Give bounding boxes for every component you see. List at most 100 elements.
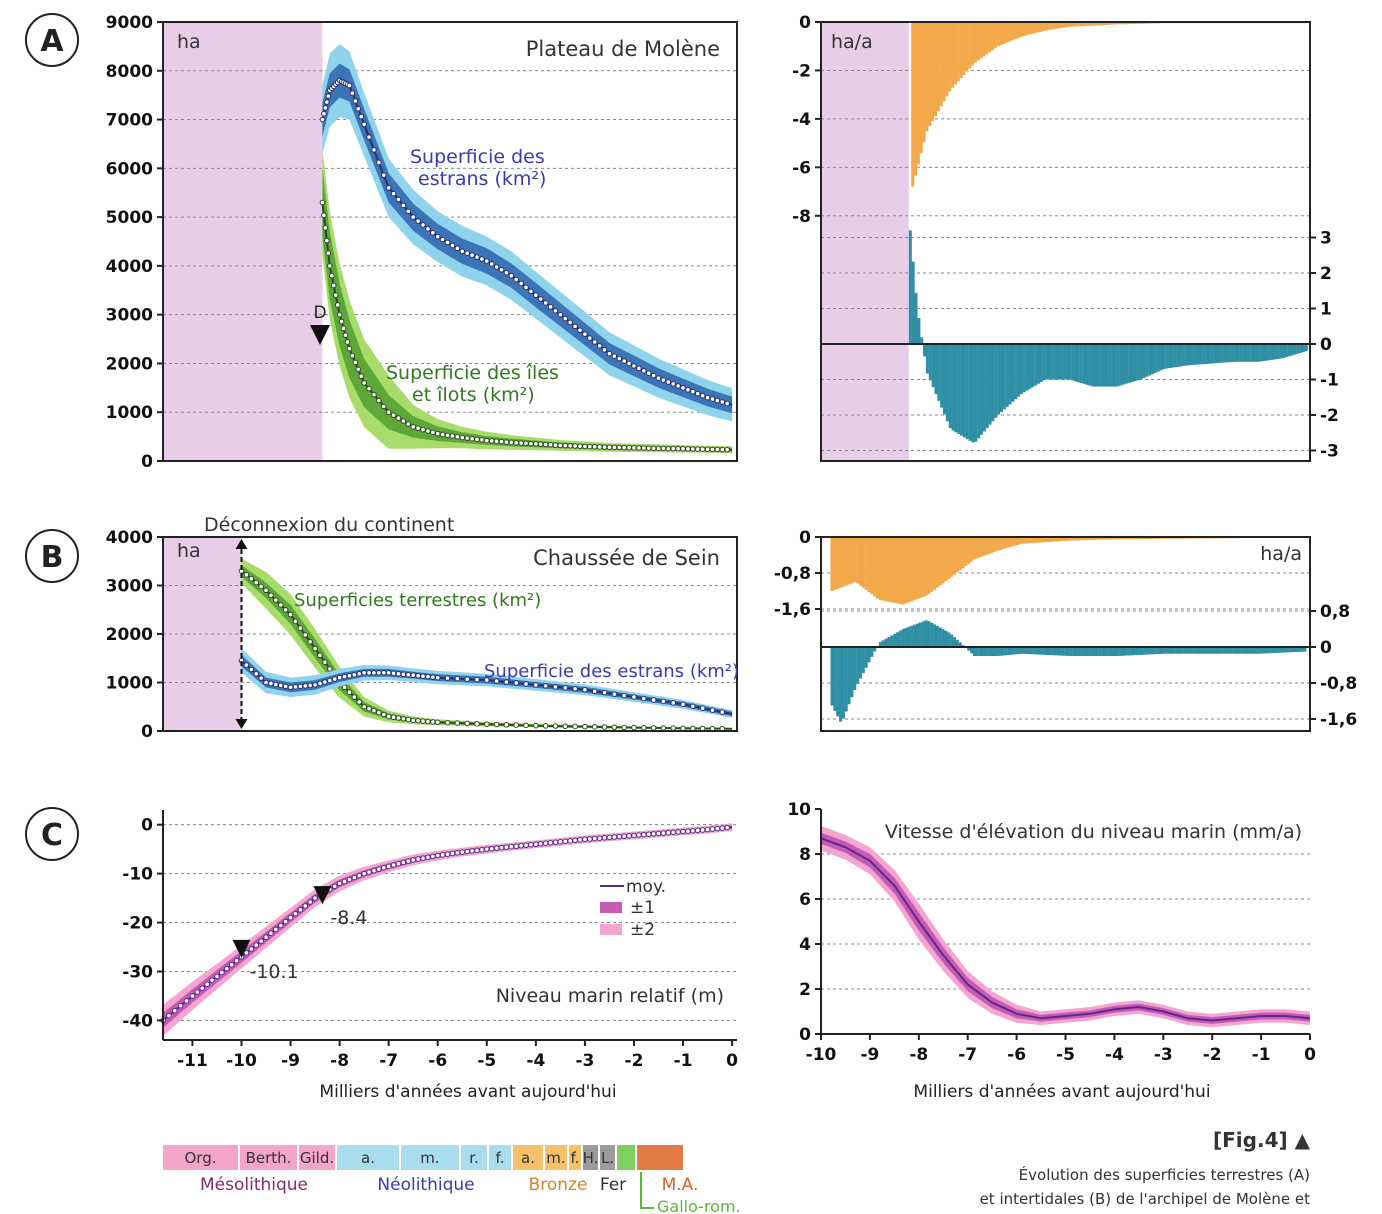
C-sea-point [425, 854, 431, 861]
A-right-teal-bar [1153, 344, 1157, 373]
B-estran-point [493, 678, 500, 684]
C-right-ytick-label: 6 [799, 890, 811, 910]
A-island-band-2sd [322, 148, 733, 454]
A-right-teal-bar [1301, 344, 1305, 353]
A-estran-point [371, 146, 377, 153]
A-right-teal-bar [1076, 344, 1080, 383]
A-island-point [690, 446, 696, 452]
A-right-teal-bar [1008, 344, 1012, 405]
A-right-teal-bar [1102, 344, 1106, 387]
B-estran-point [336, 674, 343, 681]
timeline-period-label: Fer [600, 1175, 626, 1195]
B-estran-point [356, 670, 363, 677]
A-estran-point [577, 327, 583, 334]
A-right-teal-bar [1142, 344, 1146, 379]
B-terrestre-point [390, 714, 397, 721]
B-estran-point [660, 698, 667, 705]
B-right-orange-bar [873, 537, 877, 597]
B-right-teal-bar [987, 647, 991, 656]
A-marker-label: D [313, 303, 326, 323]
A-island-point [319, 199, 326, 206]
B-right-teal-bar [947, 632, 951, 647]
B-estran-point [277, 682, 284, 689]
figure-number: [Fig.4] ▲ [1213, 1128, 1310, 1152]
A-right-orange-bar [1059, 22, 1063, 29]
A-estran-point [611, 353, 618, 359]
B-right-orange-bar [901, 537, 905, 605]
A-right-orange-bar [1124, 22, 1128, 25]
A-island-point [582, 443, 588, 450]
A-estran-point [479, 256, 485, 262]
B-terrestre-point [474, 721, 480, 727]
A-right-orange-bar [1067, 22, 1071, 27]
B-right-orange-bar [927, 537, 931, 595]
A-island-point [474, 436, 480, 443]
B-right-orange-bar [1086, 537, 1090, 541]
C-sea-point [567, 838, 573, 844]
B-right-orange-bar [1126, 537, 1130, 540]
A-island-point [645, 445, 652, 451]
B-right-orange-bar [1075, 537, 1079, 541]
B-right-orange-bar [910, 537, 914, 602]
B-right-teal-bar [1229, 647, 1233, 654]
B-estran-point [552, 684, 559, 690]
A-estran-point [596, 343, 603, 349]
C-sea-point [483, 846, 490, 852]
B-right-orange-bar [1046, 537, 1050, 542]
A-island-point [523, 440, 529, 447]
B-right-teal-bar [1135, 647, 1139, 656]
A-right-orange-bar [1010, 22, 1014, 41]
C-sea-point [263, 934, 269, 941]
A-right-orange-bar [1121, 22, 1125, 25]
A-estran-point [572, 323, 578, 330]
B-right-teal-bar [975, 647, 979, 656]
B-right-orange-bar [913, 537, 917, 601]
A-island-point [709, 446, 716, 453]
B-right-teal-bar [1274, 647, 1278, 653]
B-right-teal-bar [858, 647, 862, 679]
C-sea-point [724, 824, 730, 831]
B-right-teal-bar [1217, 647, 1221, 654]
panel-letter-circle [25, 529, 79, 583]
C-right-ytick-label: 0 [799, 1025, 811, 1045]
B-right-teal-bar [1220, 647, 1224, 654]
A-right-teal-bar [954, 344, 958, 433]
B-right-teal-bar [1266, 647, 1270, 654]
B-right-orange-bar [918, 537, 922, 599]
C-sea-point [385, 863, 392, 870]
B-right-orange-bar [1069, 537, 1073, 541]
A-right-teal-bar [1065, 344, 1069, 380]
A-right-teal-bar [1108, 344, 1112, 387]
C-right-xtick-label: 0 [1304, 1045, 1316, 1065]
B-right-orange-bar [1009, 537, 1013, 547]
B-right-teal-bar [893, 633, 897, 647]
B-right-teal-bar [1155, 647, 1159, 655]
B-estran-point [680, 701, 686, 708]
A-right-teal-bar [1133, 344, 1137, 382]
B-right-teal-bar [1081, 647, 1085, 656]
A-estran-point [405, 208, 412, 215]
timeline-cell-label: f. [571, 1149, 580, 1167]
B-right-teal-bar [901, 629, 905, 647]
A-island-point [626, 444, 632, 451]
B-right-teal-bar [1032, 647, 1036, 655]
C-sea-point [223, 965, 230, 972]
B-terrestre-point [400, 715, 407, 722]
A-island-point [606, 444, 613, 451]
A-left-ytick-label: 8000 [106, 62, 153, 82]
B-right-teal-bar [955, 639, 959, 647]
C-sea-point [498, 844, 505, 851]
B-right-orange-bar [844, 537, 848, 586]
A-right-upper-ytick-label: 0 [799, 13, 811, 33]
A-right-orange-bar [979, 22, 983, 59]
A-estran-point [459, 248, 466, 255]
B-left-ytick-label: 1000 [106, 674, 153, 694]
A-island-point [410, 424, 417, 430]
B-right-teal-bar [836, 647, 840, 717]
A-island-point [567, 442, 573, 449]
A-right-orange-bar [962, 22, 966, 75]
A-right-orange-bar [1087, 22, 1091, 26]
A-estran-point [685, 386, 691, 393]
C-sea-band-1sd [163, 825, 733, 1028]
B-right-orange-bar [1007, 537, 1011, 548]
